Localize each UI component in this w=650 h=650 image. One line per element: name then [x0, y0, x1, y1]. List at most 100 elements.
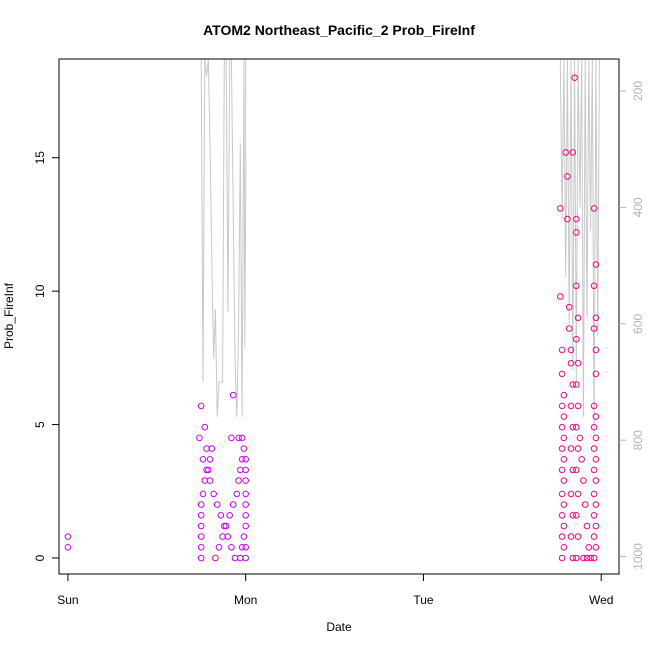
- data-point: [206, 477, 214, 484]
- data-point: [565, 303, 573, 311]
- data-point: [197, 533, 205, 540]
- y-tick-label: 15: [33, 151, 47, 165]
- data-point: [574, 314, 582, 322]
- data-point: [64, 533, 72, 540]
- data-point: [564, 173, 571, 180]
- data-point: [590, 512, 598, 519]
- data-point: [573, 335, 580, 343]
- data-point: [560, 391, 568, 399]
- data-point: [567, 402, 575, 410]
- data-point: [573, 512, 580, 519]
- data-point: [569, 381, 577, 388]
- data-point: [242, 501, 249, 508]
- data-point: [229, 391, 237, 399]
- data-point: [567, 359, 575, 367]
- data-point: [197, 522, 205, 530]
- data-point: [567, 533, 575, 540]
- data-point: [231, 554, 239, 562]
- data-point: [583, 522, 591, 530]
- y-tick-label: 5: [33, 421, 47, 428]
- y2-tick-label: 400: [631, 197, 645, 217]
- data-point: [235, 477, 242, 484]
- x-tick-label: Sun: [57, 593, 78, 607]
- data-point: [573, 215, 580, 223]
- plot-frame: [58, 58, 620, 575]
- data-point: [238, 544, 246, 551]
- data-point: [240, 533, 248, 540]
- data-point: [197, 402, 205, 410]
- data-point: [206, 456, 214, 463]
- data-point: [585, 544, 593, 551]
- data-point: [217, 512, 225, 519]
- x-axis: Sun Mon Tue Wed: [57, 574, 613, 607]
- data-point: [242, 554, 249, 562]
- data-point: [242, 456, 249, 463]
- data-point: [592, 370, 600, 378]
- y2-tick-label: 200: [631, 81, 645, 101]
- y-tick-label: 10: [33, 284, 47, 298]
- data-point: [573, 423, 580, 431]
- data-point: [580, 477, 587, 484]
- series-line: [200, 58, 602, 435]
- data-point: [226, 512, 233, 519]
- data-point: [587, 554, 594, 562]
- data-point: [590, 402, 598, 410]
- data-point: [199, 490, 207, 498]
- data-point: [564, 215, 571, 223]
- data-point: [590, 282, 598, 290]
- data-point: [221, 522, 228, 530]
- y-axis-left: 0 5 10 15: [33, 151, 59, 561]
- data-point: [201, 423, 209, 431]
- data-point: [592, 434, 600, 442]
- data-point: [590, 205, 598, 212]
- data-point: [573, 466, 580, 474]
- data-point: [199, 456, 207, 463]
- y2-tick-label: 800: [631, 430, 645, 450]
- data-point: [242, 544, 249, 551]
- data-point: [590, 423, 598, 431]
- data-point: [569, 466, 577, 474]
- x-axis-label: Date: [326, 620, 352, 634]
- data-point: [203, 445, 210, 452]
- data-point: [558, 370, 566, 378]
- data-point: [583, 554, 591, 562]
- data-point: [224, 533, 232, 540]
- data-point: [592, 477, 600, 484]
- data-point: [558, 533, 566, 540]
- data-point: [560, 501, 568, 508]
- data-point: [557, 293, 564, 300]
- data-point: [560, 544, 568, 551]
- data-point: [558, 554, 566, 562]
- y-axis-label: Prob_FireInf: [2, 282, 16, 349]
- data-point: [242, 477, 249, 484]
- data-point: [592, 456, 600, 463]
- data-point: [201, 477, 209, 484]
- data-point: [592, 346, 600, 354]
- data-point: [213, 501, 221, 508]
- data-point: [558, 466, 566, 474]
- series-points-layer: [64, 74, 600, 562]
- data-point: [576, 434, 584, 442]
- data-point: [229, 501, 237, 508]
- data-point: [590, 490, 598, 498]
- data-point: [590, 554, 598, 562]
- data-point: [569, 512, 577, 519]
- data-point: [567, 445, 575, 452]
- data-point: [574, 402, 582, 410]
- data-point: [558, 445, 566, 452]
- y2-tick-label: 600: [631, 313, 645, 333]
- data-point: [197, 554, 205, 562]
- data-point: [560, 456, 568, 463]
- data-point: [197, 512, 205, 519]
- y-tick-label: 0: [33, 554, 47, 561]
- data-point: [235, 434, 242, 442]
- data-point: [590, 445, 598, 452]
- data-point: [574, 533, 582, 540]
- data-point: [558, 402, 566, 410]
- data-point: [228, 544, 235, 551]
- data-point: [64, 544, 72, 551]
- data-point: [560, 413, 568, 420]
- data-point: [208, 445, 216, 452]
- data-point: [569, 554, 577, 562]
